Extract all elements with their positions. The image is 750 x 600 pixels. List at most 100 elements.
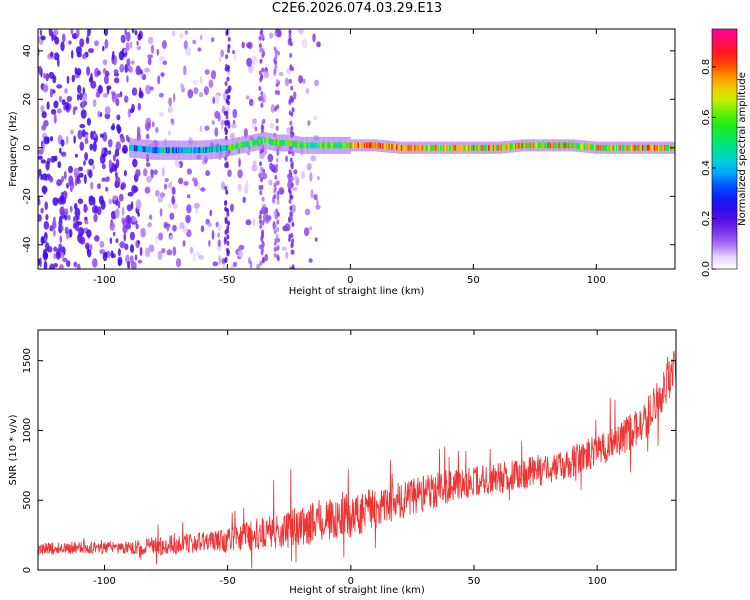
noise-blob [107, 176, 110, 181]
noise-streak [274, 106, 278, 112]
ridge-core [232, 143, 234, 150]
ridge-core [392, 144, 394, 150]
noise-blob [90, 181, 94, 190]
noise-blob [57, 161, 62, 169]
noise-blob [125, 222, 132, 230]
noise-blob [221, 181, 226, 190]
noise-streak [262, 51, 266, 57]
ridge-core [418, 144, 420, 151]
ridge-core [622, 144, 624, 151]
noise-blob [120, 182, 127, 190]
ridge-core [136, 145, 138, 152]
noise-streak [288, 33, 292, 39]
noise-blob [126, 58, 131, 67]
ridge-core [185, 147, 188, 154]
ridge-core [400, 144, 403, 151]
ridge-core [256, 139, 259, 145]
noise-blob [115, 141, 122, 151]
noise-blob [134, 30, 138, 36]
ridge-core [352, 142, 355, 149]
noise-blob [237, 183, 242, 192]
ridge-core [398, 144, 400, 151]
noise-streak [276, 256, 280, 262]
ridge-core [565, 142, 568, 149]
ridge-core [296, 141, 298, 148]
noise-blob [146, 162, 151, 167]
ridge-core [218, 145, 221, 152]
noise-blob [87, 248, 92, 258]
ridge-core [274, 139, 276, 146]
ridge-core [138, 145, 141, 152]
noise-blob [172, 246, 177, 256]
ridge-core [368, 142, 371, 149]
noise-streak [224, 258, 228, 264]
noise-blob [126, 204, 133, 212]
page-title: C2E6.2026.074.03.29.E13 [271, 1, 443, 16]
ridge-core [504, 144, 506, 151]
noise-streak [226, 100, 230, 106]
noise-blob [84, 138, 89, 145]
ridge-core [178, 147, 180, 154]
ridge-core [636, 144, 639, 151]
ridge-core [624, 144, 627, 151]
ridge-core [635, 144, 638, 151]
ridge-core [293, 141, 296, 147]
ridge-core [308, 142, 311, 149]
noise-blob [169, 181, 173, 190]
noise-streak [289, 41, 293, 47]
noise-blob [92, 258, 98, 268]
noise-blob [122, 144, 128, 154]
ridge-core [547, 142, 549, 149]
noise-blob [157, 75, 161, 85]
noise-blob [38, 149, 44, 155]
top-x-tick-label: 50 [467, 275, 480, 286]
noise-blob [161, 40, 167, 49]
noise-streak [261, 67, 265, 73]
ridge-core [129, 144, 131, 151]
ridge-core [666, 144, 668, 151]
noise-streak [261, 242, 265, 248]
noise-blob [111, 214, 117, 220]
noise-blob [155, 127, 159, 133]
noise-streak [226, 240, 230, 246]
noise-blob [197, 47, 202, 52]
ridge-core [244, 141, 247, 148]
noise-blob [84, 242, 90, 250]
noise-blob [249, 98, 254, 107]
noise-streak [273, 223, 277, 229]
noise-streak [275, 78, 279, 84]
ridge-core [402, 144, 404, 151]
ridge-core [526, 142, 528, 149]
noise-blob [231, 123, 237, 129]
noise-streak [225, 189, 229, 195]
noise-blob [270, 164, 277, 173]
ridge-core [164, 147, 167, 154]
heatmap-ridge [129, 132, 675, 160]
noise-blob [131, 87, 138, 96]
noise-blob [300, 171, 305, 179]
noise-blob [57, 108, 62, 114]
ridge-core [549, 142, 552, 149]
ridge-core [290, 140, 292, 147]
ridge-core [431, 144, 434, 151]
ridge-core [462, 144, 464, 151]
ridge-core [513, 143, 516, 150]
noise-streak [224, 130, 228, 136]
ridge-core [271, 139, 274, 145]
noise-blob [284, 223, 291, 232]
noise-blob [129, 255, 134, 265]
noise-blob [114, 148, 120, 157]
noise-blob [147, 222, 152, 228]
noise-streak [291, 66, 294, 72]
ridge-core [327, 142, 329, 149]
ridge-core [349, 142, 351, 149]
noise-blob [171, 195, 175, 205]
noise-blob [77, 129, 83, 140]
ridge-core [228, 144, 231, 151]
noise-blob [112, 50, 115, 61]
ridge-core [652, 144, 655, 151]
ridge-core [372, 142, 375, 149]
ridge-core [490, 144, 493, 151]
ridge-core [507, 143, 510, 150]
ridge-core [135, 145, 137, 152]
